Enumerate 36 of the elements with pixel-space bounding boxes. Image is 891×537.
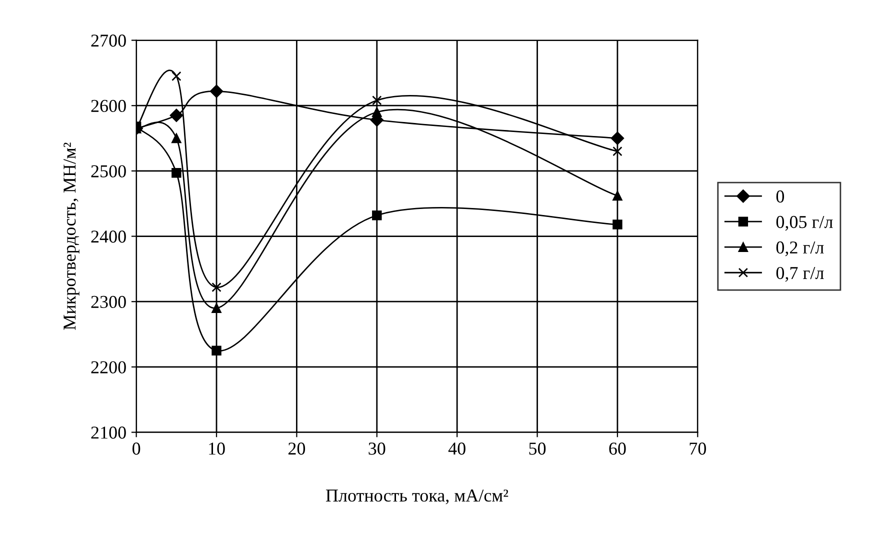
x-tick-label: 60 <box>609 442 626 455</box>
legend-label: 0 <box>776 190 784 203</box>
legend-label: 0,2 г/л <box>776 241 824 256</box>
point <box>212 346 222 356</box>
y-tick-label: 2400 <box>91 230 126 243</box>
point <box>612 146 622 156</box>
x-tick-label: 0 <box>132 442 140 455</box>
y-tick-label: 2100 <box>91 426 126 439</box>
point <box>372 96 382 106</box>
point <box>170 108 184 122</box>
y-tick-label: 2500 <box>91 165 126 178</box>
point <box>372 210 382 220</box>
point <box>610 132 624 145</box>
y-tick-label: 2300 <box>91 296 126 308</box>
point <box>172 168 182 178</box>
point <box>612 220 622 230</box>
point <box>212 303 222 314</box>
legend-label: 0,7 г/л <box>776 266 824 282</box>
x-tick-label: 20 <box>288 442 306 455</box>
point <box>172 133 182 144</box>
x-tick-label: 70 <box>690 442 706 455</box>
legend-label: 0,05 г/л <box>776 216 833 231</box>
x-tick-label: 10 <box>209 442 225 455</box>
x-tick-label: 50 <box>529 442 546 455</box>
point <box>210 84 224 98</box>
y-axis-title: Микротвердость, МН/м² <box>64 142 80 330</box>
x-tick-label: 40 <box>448 442 466 455</box>
point <box>612 190 622 201</box>
y-tick-label: 2200 <box>91 361 126 374</box>
x-tick-label: 30 <box>368 442 386 455</box>
y-tick-label: 2700 <box>91 34 126 47</box>
point <box>212 282 222 292</box>
x-axis-title: Плотность тока, мА/см² <box>326 490 508 504</box>
y-tick-label: 2600 <box>91 100 126 112</box>
point <box>172 71 182 82</box>
point <box>372 107 382 118</box>
